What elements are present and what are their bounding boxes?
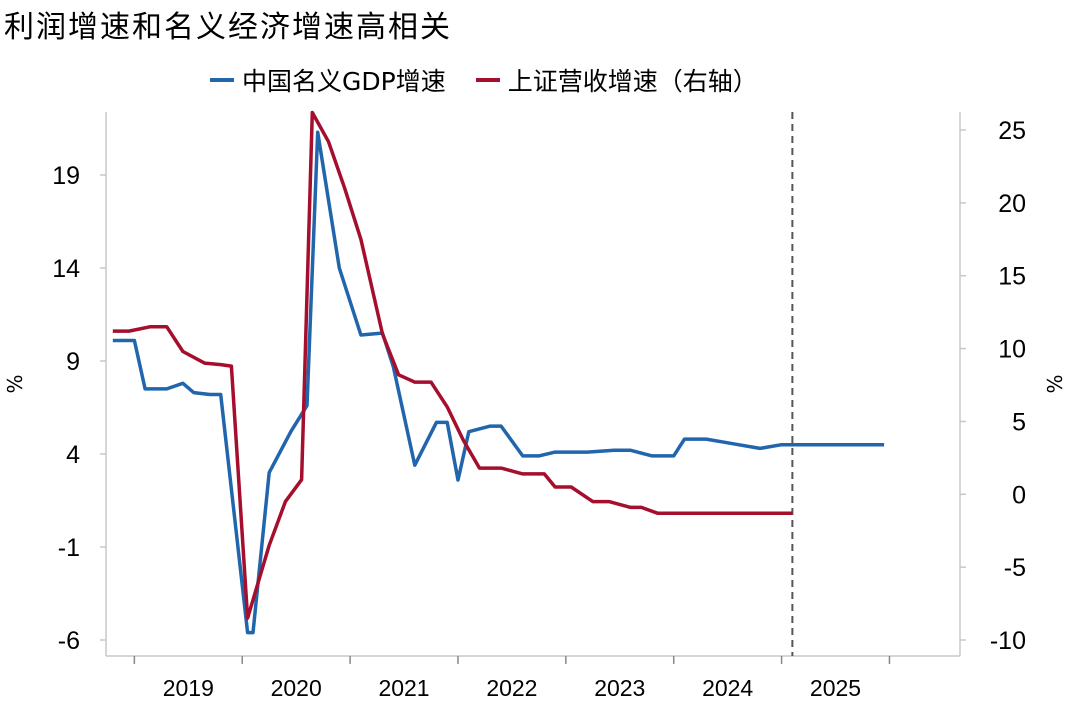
right-tick-label: 5: [1012, 408, 1026, 436]
x-tick-label: 2025: [810, 675, 861, 701]
left-axis-label: %: [3, 374, 27, 393]
right-tick-label: 10: [998, 336, 1026, 364]
legend-swatch-revenue: [475, 78, 500, 82]
chart-title: 利润增速和名义经济增速高相关: [4, 10, 452, 45]
right-axis-label: %: [1043, 374, 1067, 393]
right-tick-label: -10: [990, 627, 1026, 655]
x-tick-label: 2019: [163, 675, 214, 701]
legend-item-revenue: 上证营收增速（右轴）: [475, 62, 758, 98]
left-tick-label: -1: [58, 534, 80, 562]
x-tick-label: 2021: [378, 675, 429, 701]
right-tick-label: -5: [1004, 554, 1026, 582]
right-tick-label: 20: [998, 190, 1026, 218]
right-tick-label: 15: [998, 263, 1026, 291]
left-tick-label: -6: [58, 627, 80, 655]
gdp-growth-line: [112, 130, 885, 635]
x-tick-label: 2020: [271, 675, 322, 701]
legend-label-gdp: 中国名义GDP增速: [242, 67, 446, 96]
x-tick-label: 2022: [486, 675, 537, 701]
legend: 中国名义GDP增速 上证营收增速（右轴）: [210, 62, 788, 98]
right-tick-label: 0: [1012, 481, 1026, 509]
left-tick-label: 9: [66, 348, 80, 376]
left-tick-label: 4: [66, 441, 80, 469]
right-tick-label: 25: [998, 117, 1026, 145]
legend-item-gdp: 中国名义GDP增速: [210, 62, 446, 98]
left-tick-label: 14: [52, 255, 80, 283]
legend-swatch-gdp: [210, 78, 234, 82]
left-tick-label: 19: [52, 162, 80, 190]
revenue-growth-line: [112, 110, 793, 620]
x-tick-label: 2023: [594, 675, 645, 701]
legend-label-revenue: 上证营收增速（右轴）: [507, 67, 758, 96]
x-tick-label: 2024: [702, 675, 753, 701]
